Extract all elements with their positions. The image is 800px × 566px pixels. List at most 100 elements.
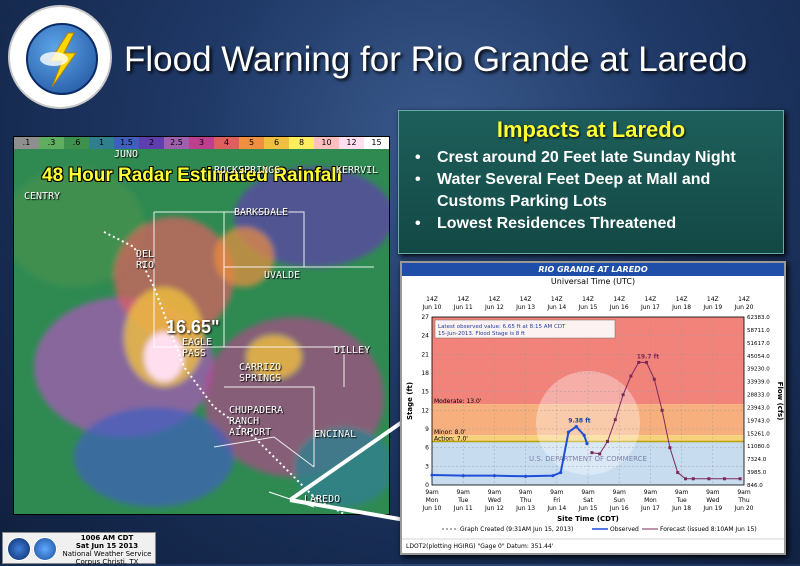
bottom-day-label: Thu — [519, 497, 531, 504]
bottom-day-label: Tue — [675, 497, 687, 504]
bottom-day-label: Wed — [706, 497, 719, 504]
minor-label: Minor: 8.0' — [434, 429, 466, 436]
moderate-label: Moderate: 13.0' — [434, 398, 482, 405]
forecast-point — [606, 439, 609, 443]
top-date-label: Jun 20 — [734, 304, 754, 311]
y-tick-label: 15 — [421, 389, 429, 396]
forecast-point — [707, 477, 711, 481]
top-date-label: Jun 11 — [453, 304, 473, 311]
flow-tick-label: 51617.0 — [747, 341, 770, 347]
radar-imagery — [14, 149, 389, 514]
y-tick-label: 3 — [425, 463, 429, 470]
bottom-tick-label: 9am — [519, 489, 532, 496]
top-tick-label: 14Z — [426, 296, 438, 303]
bottom-day-label: Mon — [644, 497, 657, 504]
plot-frame — [431, 316, 745, 486]
forecast-point — [613, 418, 617, 422]
observed-point — [551, 474, 555, 478]
bottom-date-label: Jun 19 — [702, 505, 722, 512]
top-date-label: Jun 13 — [515, 304, 535, 311]
city-label: CHUPADERA RANCH — [229, 405, 284, 427]
top-axis-title: Universal Time (UTC) — [550, 277, 636, 286]
city-label: EAGLE PASS — [182, 337, 213, 359]
bottom-tick-label: 9am — [425, 489, 438, 496]
top-tick-label: 14Z — [613, 296, 625, 303]
latest-observation-line2: 15-Jun-2013. Flood Stage is 8 ft — [438, 331, 526, 337]
forecast-point — [684, 477, 687, 481]
observed-point — [430, 473, 434, 477]
forecast-point — [723, 477, 726, 481]
nws-small-logo-icon — [7, 537, 31, 561]
scale-swatch: 4 — [214, 137, 239, 149]
top-date-label: Jun 17 — [640, 304, 660, 311]
flow-tick-label: 3985.0 — [747, 470, 767, 476]
city-label: AIRPORT — [229, 427, 272, 438]
bottom-tick-label: 9am — [457, 489, 470, 496]
observed-point — [524, 474, 528, 478]
top-tick-label: 14Z — [582, 296, 594, 303]
city-label: UVALDE — [264, 270, 301, 281]
hydrograph-footer: LDOT2(plotting HGIRG) "Gage 0" Datum: 35… — [406, 543, 554, 550]
radar-rainfall-map: .1.3.6 1 1.5 2 2.5 3 4 5 6 8 10 12 15 48 Hour Radar … — [13, 136, 390, 515]
observed-series-line — [431, 425, 588, 478]
timestamp-office: National Weather Service — [62, 550, 152, 558]
top-date-label: Jun 19 — [702, 304, 722, 311]
city-label: KERRVIL — [336, 165, 379, 176]
bottom-date-label: Jun 12 — [484, 505, 504, 512]
top-tick-label: 14Z — [489, 296, 501, 303]
forecast-point — [637, 360, 641, 364]
max-rainfall-label: 16.65" — [166, 317, 220, 337]
timestamp-box: 1006 AM CDT Sat Jun 15 2013 National Wea… — [2, 532, 156, 566]
x-axis-title: Site Time (CDT) — [557, 515, 619, 523]
y-tick-label: 6 — [425, 445, 429, 452]
forecast-point — [660, 408, 664, 412]
bottom-day-label: Wed — [488, 497, 501, 504]
observed-point — [585, 442, 589, 446]
flow-tick-label: 23943.0 — [747, 405, 770, 411]
scale-swatch: 8 — [289, 137, 314, 149]
bottom-date-label: Jun 13 — [515, 505, 535, 512]
bottom-day-label: Sat — [583, 497, 593, 504]
bottom-date-label: Jun 10 — [422, 505, 442, 512]
bottom-tick-label: 9am — [737, 489, 750, 496]
y-tick-label: 0 — [425, 482, 429, 489]
impact-item-continuation: Customs Parking Lots — [437, 193, 607, 210]
flow-tick-label: 28833.0 — [747, 393, 770, 399]
y-tick-label: 12 — [421, 407, 429, 414]
top-tick-label: 14Z — [707, 296, 719, 303]
bottom-day-label: Fri — [553, 497, 560, 504]
bottom-tick-label: 9am — [550, 489, 563, 496]
flow-tick-label: 19743.0 — [747, 418, 770, 424]
impact-item: Lowest Residences Threatened — [411, 213, 776, 235]
observed-point — [492, 474, 496, 478]
action-label: Action: 7.0' — [434, 435, 468, 442]
radar-title: 48 Hour Radar Estimated Rainfall — [42, 165, 342, 186]
top-tick-label: 14Z — [457, 296, 469, 303]
top-date-label: Jun 18 — [671, 304, 691, 311]
top-date-label: Jun 12 — [484, 304, 504, 311]
observed-point — [461, 474, 465, 478]
bottom-day-label: Sun — [613, 497, 625, 504]
latest-observation-line1: Latest observed value: 6.65 ft at 8:15 A… — [438, 324, 566, 330]
legend-observed: Observed — [610, 526, 639, 533]
city-label: JUNO — [114, 149, 139, 160]
flow-tick-label: 58711.0 — [747, 328, 770, 334]
scale-swatch: 1.5 — [114, 137, 139, 149]
city-label: CARRIZO SPRINGS — [239, 362, 282, 384]
impacts-list: Crest around 20 Feet late Sunday Night W… — [411, 147, 776, 235]
scale-swatch: 1 — [89, 137, 114, 149]
observed-point — [582, 433, 586, 437]
hydrograph-header: RIO GRANDE AT LAREDO — [402, 263, 784, 276]
top-date-label: Jun 10 — [422, 304, 442, 311]
forecast-point — [668, 446, 672, 450]
timestamp-date: Sat Jun 15 2013 — [75, 542, 139, 550]
forecast-point — [738, 477, 742, 481]
top-tick-label: 14Z — [676, 296, 688, 303]
scale-swatch: 15 — [364, 137, 389, 149]
top-tick-label: 14Z — [520, 296, 532, 303]
scale-swatch: 2.5 — [164, 137, 189, 149]
flow-tick-label: 11080.0 — [747, 444, 770, 450]
flow-axis-title: Flow (cfs) — [776, 382, 784, 421]
y-axis-title: Stage (ft) — [406, 382, 414, 420]
top-tick-label: 14Z — [645, 296, 657, 303]
